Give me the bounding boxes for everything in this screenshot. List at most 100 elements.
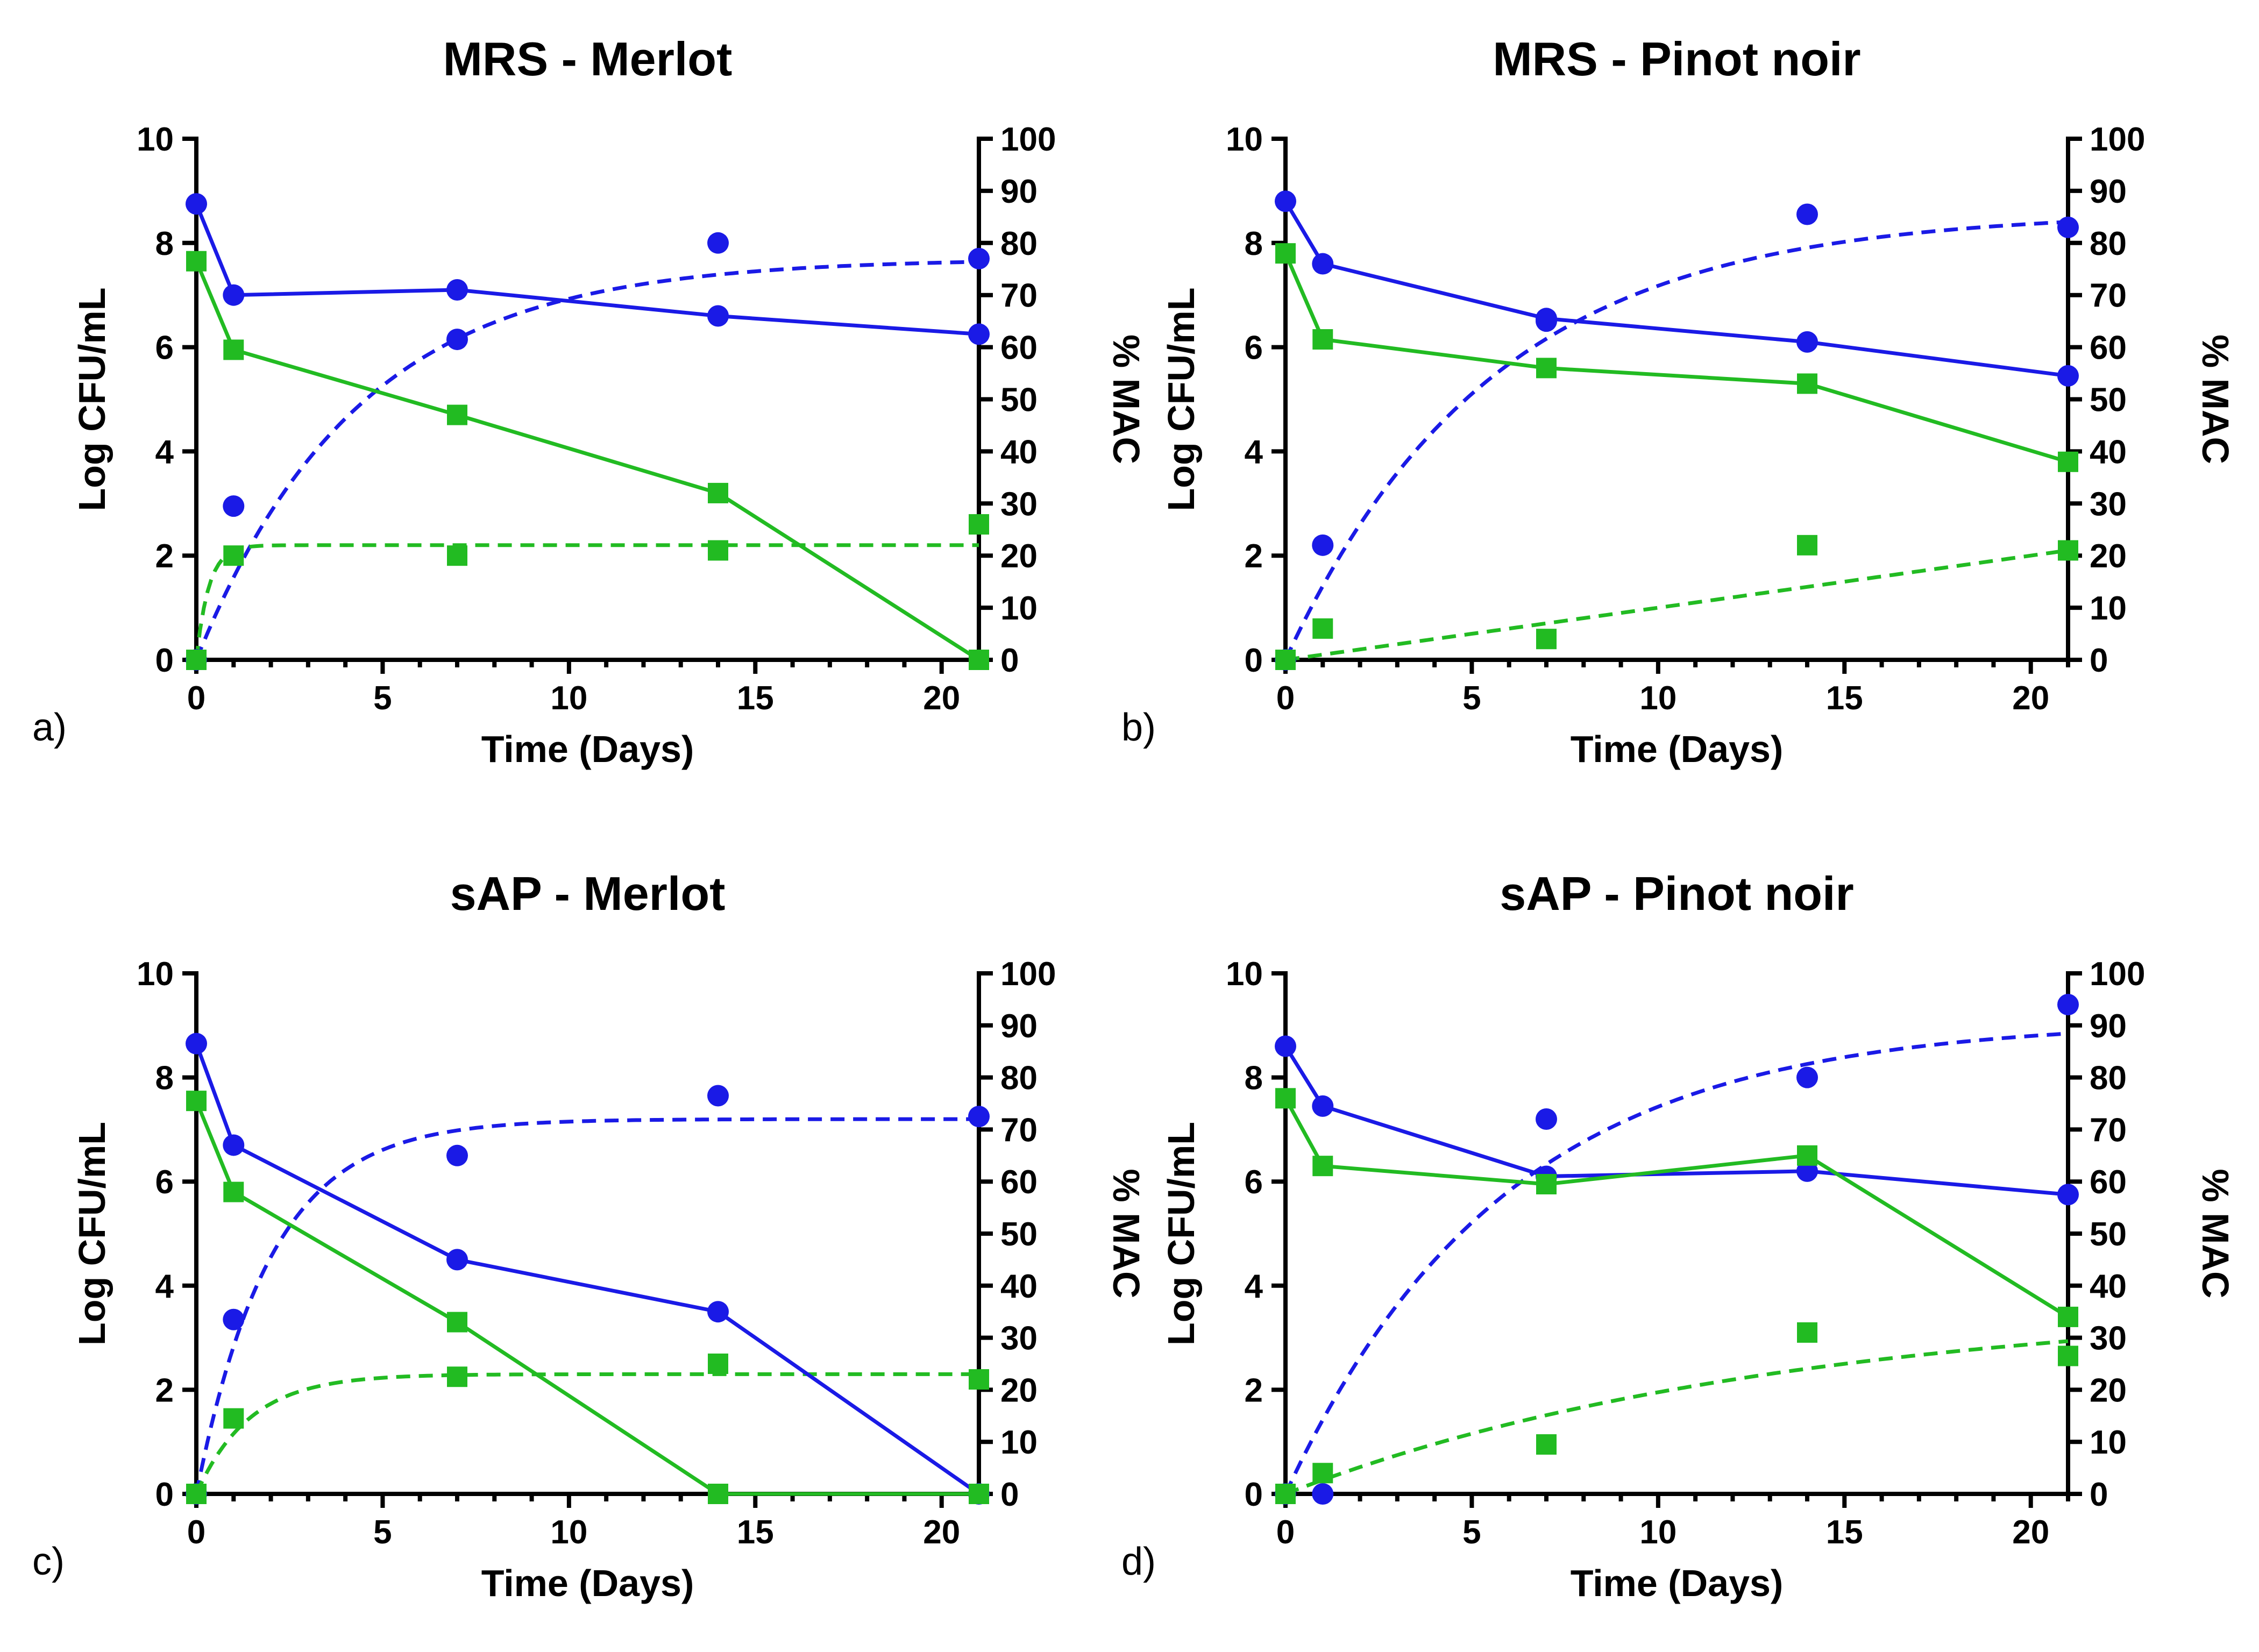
data-point — [1536, 310, 1557, 332]
y-tick-label-left: 4 — [1245, 433, 1263, 471]
y-tick-label-right: 10 — [1000, 1424, 1038, 1461]
x-tick-label: 10 — [1639, 680, 1677, 717]
panel-label: a) — [32, 706, 67, 749]
x-tick-label: 20 — [923, 680, 960, 717]
y-axis-label-right: % MAC — [1105, 334, 1147, 464]
y-tick-label-right: 100 — [1000, 121, 1056, 158]
series-line-1 — [194, 1100, 979, 1496]
y-tick-label-right: 100 — [2090, 956, 2145, 993]
data-point — [446, 279, 468, 301]
x-tick-label: 15 — [737, 1514, 774, 1551]
x-axis-label: Time (Days) — [1571, 728, 1784, 770]
y-tick-label-right: 10 — [2090, 1424, 2127, 1461]
y-tick-label-right: 30 — [1000, 1320, 1038, 1357]
y-tick-label-left: 0 — [1245, 1476, 1263, 1513]
x-tick-label: 10 — [550, 680, 587, 717]
data-point — [223, 495, 245, 517]
fit-curve-1 — [194, 1372, 979, 1495]
panel-label: b) — [1121, 706, 1156, 749]
data-point — [969, 650, 989, 670]
data-point — [1312, 329, 1333, 350]
data-point — [447, 1312, 467, 1333]
data-point — [1275, 243, 1296, 264]
data-point — [1797, 373, 1817, 394]
data-point — [1312, 1156, 1333, 1177]
y-tick-label-right: 100 — [2090, 121, 2145, 158]
y-axis-label-left: Log CFU/mL — [1160, 1122, 1202, 1345]
y-tick-label-right: 20 — [1000, 538, 1038, 575]
y-axis-label-left: Log CFU/mL — [1160, 287, 1202, 511]
y-tick-label-right: 10 — [1000, 590, 1038, 627]
y-tick-label-left: 2 — [1245, 538, 1263, 575]
data-point — [1536, 1434, 1557, 1455]
data-point — [1797, 1145, 1817, 1166]
y-tick-label-right: 60 — [1000, 330, 1038, 367]
y-tick-label-left: 8 — [1245, 1060, 1263, 1097]
chart-title: sAP - Merlot — [450, 867, 726, 920]
y-tick-label-right: 30 — [2090, 1320, 2127, 1357]
y-tick-label-right: 0 — [1000, 642, 1019, 679]
data-point — [447, 1366, 467, 1387]
y-tick-label-left: 2 — [155, 538, 174, 575]
data-point — [223, 1408, 244, 1429]
data-point — [1536, 1174, 1557, 1195]
x-tick-label: 0 — [1276, 1514, 1295, 1551]
y-tick-label-right: 50 — [1000, 1216, 1038, 1253]
y-tick-label-right: 70 — [1000, 277, 1038, 315]
y-tick-label-left: 4 — [1245, 1268, 1263, 1305]
data-point — [2058, 1345, 2078, 1366]
data-point — [968, 323, 990, 345]
y-tick-label-left: 10 — [137, 121, 174, 158]
x-axis-label: Time (Days) — [481, 1562, 694, 1604]
data-point — [708, 1484, 728, 1504]
data-point — [969, 1484, 989, 1504]
data-point — [1796, 1066, 1818, 1088]
x-axis-label: Time (Days) — [481, 728, 694, 770]
y-tick-label-right: 50 — [2090, 382, 2127, 419]
y-tick-label-right: 80 — [2090, 225, 2127, 262]
data-point — [708, 540, 728, 561]
x-tick-label: 0 — [187, 680, 205, 717]
y-tick-label-right: 50 — [2090, 1216, 2127, 1253]
data-point — [186, 251, 207, 272]
y-tick-label-left: 6 — [155, 330, 174, 367]
y-tick-label-left: 2 — [1245, 1372, 1263, 1409]
data-point — [1536, 1108, 1557, 1130]
y-tick-label-right: 90 — [1000, 1008, 1038, 1045]
chart-title: sAP - Pinot noir — [1500, 867, 1853, 920]
y-tick-label-right: 80 — [1000, 1060, 1038, 1097]
x-tick-label: 5 — [373, 680, 392, 717]
y-tick-label-left: 10 — [1226, 121, 1263, 158]
data-point — [1275, 1088, 1296, 1109]
fit-curve-0 — [1283, 220, 2069, 661]
data-point — [1312, 1095, 1334, 1117]
y-tick-label-right: 40 — [2090, 433, 2127, 471]
data-point — [446, 1249, 468, 1271]
y-tick-label-right: 0 — [2090, 1476, 2108, 1513]
fit-curve-1 — [1285, 549, 2069, 662]
data-point — [223, 1308, 245, 1330]
y-axis-label-right: % MAC — [2194, 334, 2236, 464]
y-tick-label-right: 70 — [1000, 1112, 1038, 1149]
chart-title: MRS - Pinot noir — [1493, 32, 1860, 86]
data-point — [223, 545, 244, 566]
data-point — [2057, 216, 2079, 238]
y-tick-label-left: 8 — [155, 225, 174, 262]
x-tick-label: 5 — [1462, 680, 1481, 717]
y-tick-label-right: 20 — [2090, 538, 2127, 575]
data-point — [1796, 203, 1818, 225]
data-point — [2057, 365, 2079, 387]
data-point — [707, 232, 729, 254]
data-point — [1312, 1483, 1334, 1505]
data-point — [1536, 629, 1557, 650]
data-point — [1275, 1484, 1296, 1504]
y-tick-label-right: 20 — [1000, 1372, 1038, 1409]
data-point — [2058, 451, 2078, 472]
y-tick-label-left: 4 — [155, 1268, 174, 1305]
data-point — [446, 1144, 468, 1166]
y-tick-label-right: 80 — [1000, 225, 1038, 262]
y-tick-label-right: 70 — [2090, 1112, 2127, 1149]
